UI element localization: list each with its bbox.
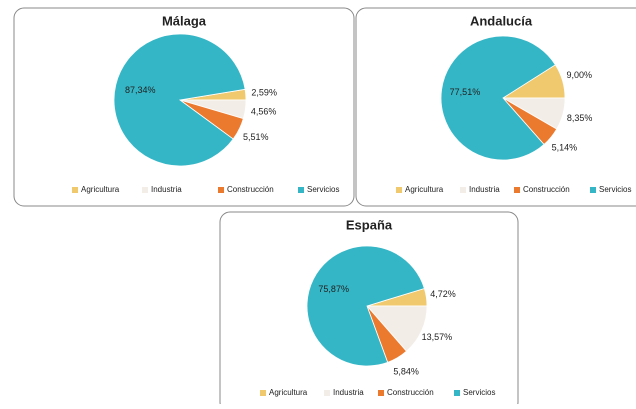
- pie-slice: [306, 245, 425, 367]
- legend-swatch: [142, 187, 148, 193]
- legend-label: Agricultura: [405, 185, 444, 194]
- legend-swatch: [298, 187, 304, 193]
- data-label: 5,51%: [243, 132, 269, 142]
- data-label: 77,51%: [450, 87, 481, 97]
- chart-title: Málaga: [162, 13, 207, 28]
- legend-swatch: [396, 187, 402, 193]
- legend-swatch: [72, 187, 78, 193]
- data-label: 2,59%: [251, 88, 277, 98]
- legend-label: Construcción: [523, 185, 570, 194]
- chart-title: España: [346, 217, 393, 232]
- chart-title: Andalucía: [470, 13, 533, 28]
- legend-label: Servicios: [599, 185, 631, 194]
- legend-swatch: [590, 187, 596, 193]
- legend-label: Agricultura: [269, 388, 308, 397]
- data-label: 75,87%: [318, 284, 349, 294]
- legend-swatch: [460, 187, 466, 193]
- data-label: 9,00%: [566, 70, 592, 80]
- data-label: 4,72%: [430, 289, 456, 299]
- pie-slice: [113, 33, 246, 167]
- data-label: 5,84%: [393, 366, 419, 376]
- legend-swatch: [260, 390, 266, 396]
- chart: Málaga 2,59% 4,56% 5,51% 87,34% Agricultura In…: [13, 7, 355, 207]
- data-label: 5,14%: [552, 143, 578, 153]
- legend-label: Servicios: [307, 185, 339, 194]
- legend-label: Industria: [469, 185, 500, 194]
- legend-label: Construcción: [387, 388, 434, 397]
- legend-label: Servicios: [463, 388, 495, 397]
- data-label: 87,34%: [125, 85, 156, 95]
- data-label: 8,35%: [567, 113, 593, 123]
- legend-label: Agricultura: [81, 185, 120, 194]
- pie-slice: [440, 35, 556, 161]
- chart: Andalucía 9,00% 8,35% 5,14% 77,51% Agricultur…: [355, 7, 636, 207]
- legend-swatch: [514, 187, 520, 193]
- legend-label: Construcción: [227, 185, 274, 194]
- data-label: 4,56%: [251, 106, 277, 116]
- legend-label: Industria: [333, 388, 364, 397]
- legend-swatch: [378, 390, 384, 396]
- legend-swatch: [454, 390, 460, 396]
- legend-label: Industria: [151, 185, 182, 194]
- legend-swatch: [218, 187, 224, 193]
- legend-swatch: [324, 390, 330, 396]
- data-label: 13,57%: [422, 332, 453, 342]
- chart: España 4,72% 13,57% 5,84% 75,87% Agricultura I…: [219, 211, 519, 409]
